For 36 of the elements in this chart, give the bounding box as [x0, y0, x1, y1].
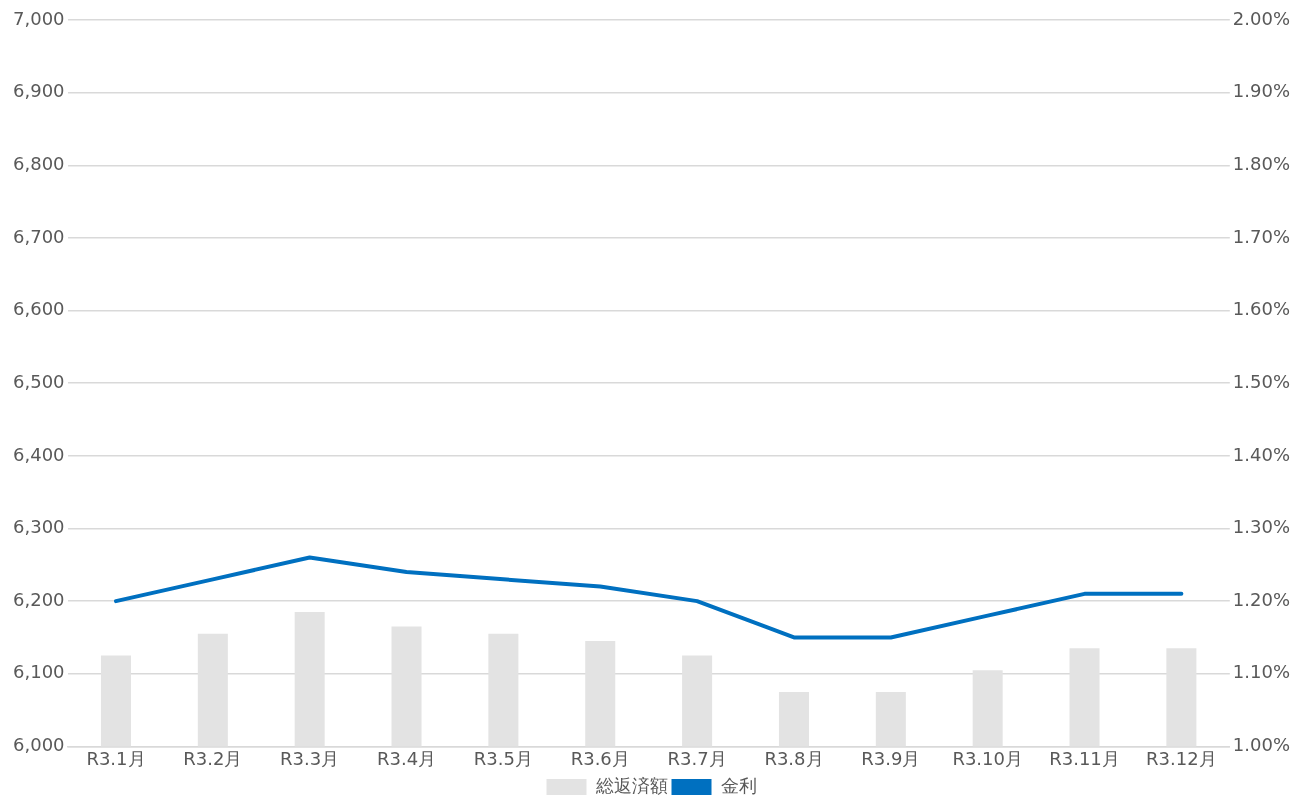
x-tick-label: R3.7月 [667, 747, 727, 769]
x-tick-label: R3.4月 [376, 747, 437, 769]
x-tick-label: R3.6月 [570, 747, 630, 769]
y2-tick-label: 1.90% [1232, 80, 1291, 102]
x-tick-label: R3.1月 [86, 747, 146, 769]
x-tick-label: R3.2月 [183, 747, 243, 769]
x-tick-label: R3.8月 [764, 747, 824, 769]
y2-tick-label: 1.70% [1232, 225, 1291, 247]
legend-label: 金利 [720, 774, 757, 796]
y-tick-label: 6,500 [13, 370, 65, 392]
y2-tick-label: 1.00% [1232, 734, 1291, 756]
y2-tick-label: 1.30% [1232, 516, 1291, 538]
legend-label: 総返済額 [594, 774, 668, 796]
x-tick-label: R3.9月 [861, 747, 921, 769]
y2-tick-label: 1.60% [1232, 298, 1291, 320]
x-tick-label: R3.10月 [952, 747, 1023, 769]
y2-tick-label: 1.10% [1232, 661, 1291, 683]
x-tick-label: R3.11月 [1049, 747, 1120, 769]
y2-tick-label: 1.50% [1232, 370, 1291, 392]
y-tick-label: 6,300 [13, 516, 65, 538]
y-tick-label: 6,600 [13, 298, 65, 320]
y2-tick-label: 1.40% [1232, 443, 1291, 465]
y2-tick-label: 1.80% [1232, 152, 1291, 174]
x-tick-label: R3.3月 [280, 747, 340, 769]
y2-tick-label: 2.00% [1232, 7, 1291, 29]
y-tick-label: 6,800 [13, 152, 65, 174]
y-tick-label: 6,700 [13, 225, 65, 247]
y-tick-label: 6,400 [13, 443, 65, 465]
y-tick-label: 6,200 [13, 588, 65, 610]
y-tick-label: 6,900 [13, 80, 65, 102]
x-tick-label: R3.5月 [473, 747, 533, 769]
y2-tick-label: 1.20% [1232, 588, 1291, 610]
y-tick-label: 6,100 [13, 661, 65, 683]
y-tick-label: 7,000 [13, 7, 65, 29]
y-tick-label: 6,000 [13, 734, 65, 756]
x-tick-label: R3.12月 [1146, 747, 1217, 769]
